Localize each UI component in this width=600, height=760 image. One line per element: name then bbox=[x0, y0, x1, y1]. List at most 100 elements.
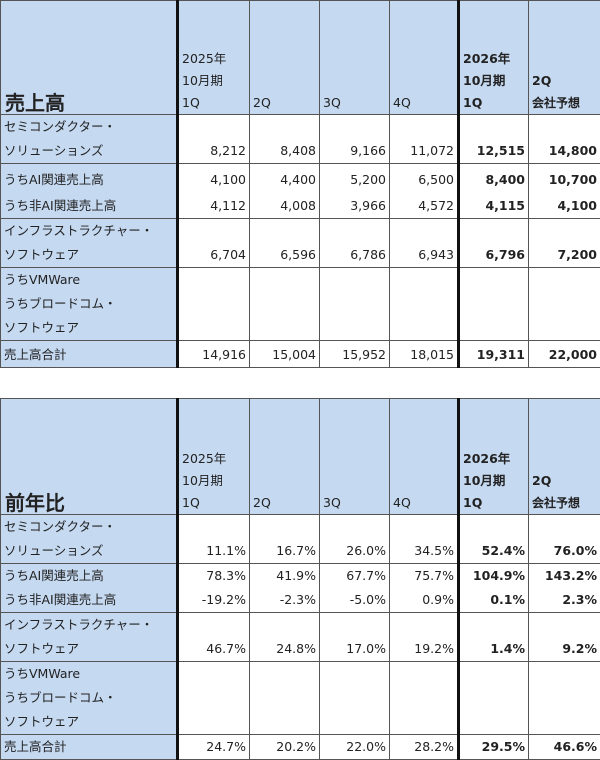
cell-value: 9,166 bbox=[320, 115, 390, 164]
cell-value: 8,408 bbox=[250, 115, 320, 164]
cell-value: 1.4% bbox=[459, 613, 529, 662]
cell-value: 78.3% bbox=[178, 564, 250, 589]
cell-value bbox=[320, 662, 390, 735]
cell-value: 10,700 bbox=[529, 164, 600, 192]
table-title: 売上高 bbox=[1, 1, 178, 115]
cell-value: 26.0% bbox=[320, 515, 390, 564]
cell-value: 19.2% bbox=[390, 613, 459, 662]
row-label: うちAI関連売上高 bbox=[1, 164, 178, 192]
cell-value: 22.0% bbox=[320, 735, 390, 760]
cell-value: 6,786 bbox=[320, 219, 390, 268]
cell-value: 2.3% bbox=[529, 588, 600, 613]
cell-value: 9.2% bbox=[529, 613, 600, 662]
cell-value bbox=[390, 268, 459, 341]
cell-value: 24.8% bbox=[250, 613, 320, 662]
cell-value: 143.2% bbox=[529, 564, 600, 589]
row-label: インフラストラクチャー・ソフトウェア bbox=[1, 219, 178, 268]
cell-value: -5.0% bbox=[320, 588, 390, 613]
cell-value: 15,004 bbox=[250, 341, 320, 368]
cell-value: 46.6% bbox=[529, 735, 600, 760]
cell-value: 0.9% bbox=[390, 588, 459, 613]
cell-value bbox=[250, 662, 320, 735]
cell-value: 16.7% bbox=[250, 515, 320, 564]
table-row: インフラストラクチャー・ソフトウェア 46.7% 24.8% 17.0% 19.… bbox=[1, 613, 600, 662]
cell-value: 12,515 bbox=[459, 115, 529, 164]
col-header-4q: 4Q bbox=[390, 1, 459, 115]
cell-value: 4,008 bbox=[250, 192, 320, 219]
cell-value: 6,796 bbox=[459, 219, 529, 268]
table-row: うち非AI関連売上高 -19.2% -2.3% -5.0% 0.9% 0.1% … bbox=[1, 588, 600, 613]
cell-value: 20.2% bbox=[250, 735, 320, 760]
cell-value: 14,916 bbox=[178, 341, 250, 368]
table-row: うちAI関連売上高 78.3% 41.9% 67.7% 75.7% 104.9%… bbox=[1, 564, 600, 589]
col-header-4q: 4Q bbox=[390, 399, 459, 515]
cell-value: 19,311 bbox=[459, 341, 529, 368]
cell-value: 67.7% bbox=[320, 564, 390, 589]
cell-value: -2.3% bbox=[250, 588, 320, 613]
cell-value: 29.5% bbox=[459, 735, 529, 760]
table-row: セミコンダクター・ソリューションズ 8,212 8,408 9,166 11,0… bbox=[1, 115, 600, 164]
cell-value: 15,952 bbox=[320, 341, 390, 368]
cell-value: 8,400 bbox=[459, 164, 529, 192]
cell-value: 5,200 bbox=[320, 164, 390, 192]
col-header-3q: 3Q bbox=[320, 399, 390, 515]
cell-value: 4,100 bbox=[529, 192, 600, 219]
cell-value: 75.7% bbox=[390, 564, 459, 589]
cell-value: 3,966 bbox=[320, 192, 390, 219]
cell-value: 11,072 bbox=[390, 115, 459, 164]
table-title: 前年比 bbox=[1, 399, 178, 515]
row-label: うち非AI関連売上高 bbox=[1, 192, 178, 219]
cell-value: 4,100 bbox=[178, 164, 250, 192]
col-header-2q: 2Q bbox=[250, 1, 320, 115]
cell-value: 76.0% bbox=[529, 515, 600, 564]
cell-value: 104.9% bbox=[459, 564, 529, 589]
cell-value: 17.0% bbox=[320, 613, 390, 662]
cell-value bbox=[529, 662, 600, 735]
cell-value: 18,015 bbox=[390, 341, 459, 368]
cell-value: 41.9% bbox=[250, 564, 320, 589]
row-label: セミコンダクター・ソリューションズ bbox=[1, 115, 178, 164]
col-header-3q: 3Q bbox=[320, 1, 390, 115]
cell-value: 7,200 bbox=[529, 219, 600, 268]
table-row: うち非AI関連売上高 4,112 4,008 3,966 4,572 4,115… bbox=[1, 192, 600, 219]
cell-value: 4,112 bbox=[178, 192, 250, 219]
cell-value bbox=[459, 662, 529, 735]
cell-value: 6,596 bbox=[250, 219, 320, 268]
cell-value: 14,800 bbox=[529, 115, 600, 164]
cell-value bbox=[529, 268, 600, 341]
cell-value bbox=[320, 268, 390, 341]
cell-value: 8,212 bbox=[178, 115, 250, 164]
row-label: うちAI関連売上高 bbox=[1, 564, 178, 589]
col-header-2q: 2Q bbox=[250, 399, 320, 515]
cell-value: -19.2% bbox=[178, 588, 250, 613]
cell-value: 4,572 bbox=[390, 192, 459, 219]
cell-value: 46.7% bbox=[178, 613, 250, 662]
row-label: セミコンダクター・ソリューションズ bbox=[1, 515, 178, 564]
row-label: インフラストラクチャー・ソフトウェア bbox=[1, 613, 178, 662]
table-row: うちAI関連売上高 4,100 4,400 5,200 6,500 8,400 … bbox=[1, 164, 600, 192]
total-row: 売上高合計 14,916 15,004 15,952 18,015 19,311… bbox=[1, 341, 600, 368]
row-label: うち非AI関連売上高 bbox=[1, 588, 178, 613]
row-label: 売上高合計 bbox=[1, 341, 178, 368]
cell-value: 52.4% bbox=[459, 515, 529, 564]
cell-value: 22,000 bbox=[529, 341, 600, 368]
cell-value: 6,704 bbox=[178, 219, 250, 268]
cell-value: 6,500 bbox=[390, 164, 459, 192]
row-label: 売上高合計 bbox=[1, 735, 178, 760]
cell-value: 4,115 bbox=[459, 192, 529, 219]
cell-value: 4,400 bbox=[250, 164, 320, 192]
cell-value bbox=[390, 662, 459, 735]
cell-value: 0.1% bbox=[459, 588, 529, 613]
